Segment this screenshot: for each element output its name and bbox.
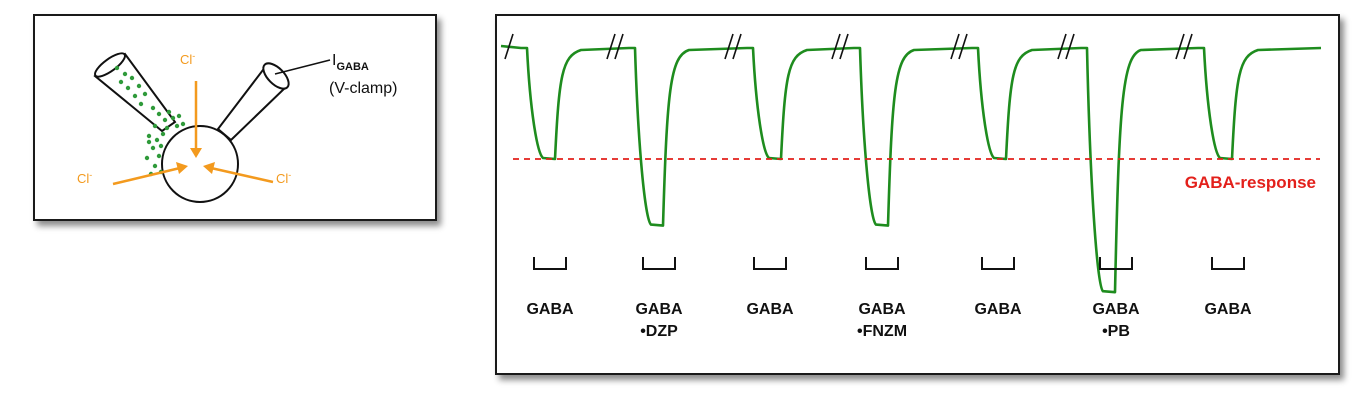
time-break-mark [504, 33, 514, 60]
cell-body [161, 125, 239, 203]
gaba-droplet [129, 75, 135, 81]
gaba-droplet [162, 117, 168, 123]
application-bracket [981, 257, 1015, 270]
application-bracket [642, 257, 676, 270]
application-label: GABA [974, 301, 1022, 318]
current-trace [500, 44, 1322, 294]
gaba-droplet [152, 123, 158, 129]
application-bracket [865, 257, 899, 270]
gaba-droplet [132, 93, 138, 99]
gaba-droplet [156, 153, 162, 159]
gaba-droplet [122, 71, 128, 77]
modulator-label: •DZP [640, 323, 678, 340]
gaba-droplet [180, 121, 186, 127]
gaba-droplet [154, 137, 160, 143]
application-label: GABA [858, 301, 906, 318]
application-markers: GABA GABA •DZP GABA GABA •FNZM GABA GABA •PB GABA [526, 257, 1252, 340]
gaba-response-label: GABA-response [1185, 173, 1316, 192]
time-break-mark [831, 33, 841, 60]
gaba-droplet [176, 113, 182, 119]
gaba-droplet [114, 65, 120, 71]
gaba-droplet [118, 79, 124, 85]
gaba-droplet [158, 143, 164, 149]
recording-pipette [216, 62, 290, 142]
gaba-droplet [166, 109, 172, 115]
time-break-mark [950, 33, 960, 60]
setup-panel: IGABA (V-clamp) Cl- Cl- Cl- [33, 14, 437, 221]
time-breaks [504, 33, 1193, 60]
gaba-droplet [146, 139, 152, 145]
gaba-droplet [146, 133, 152, 139]
application-bracket [753, 257, 787, 270]
gaba-droplet [125, 85, 131, 91]
chloride-label-top: Cl- [180, 51, 195, 67]
gaba-droplet [138, 101, 144, 107]
gaba-droplet [150, 145, 156, 151]
application-label: GABA [1092, 301, 1140, 318]
gaba-droplet [144, 155, 150, 161]
gaba-droplet [170, 115, 176, 121]
gaba-droplet [156, 111, 162, 117]
time-break-mark [1175, 33, 1185, 60]
time-break-mark [732, 33, 742, 60]
application-label: GABA [746, 301, 794, 318]
application-bracket [533, 257, 567, 270]
gaba-droplet [174, 123, 180, 129]
gaba-droplet [142, 91, 148, 97]
application-label: GABA [635, 301, 683, 318]
time-break-mark [614, 33, 624, 60]
application-bracket [1099, 257, 1133, 270]
application-label: GABA [526, 301, 574, 318]
trace-panel: GABA-response GABA GABA •DZP GABA GABA •FNZM G… [495, 14, 1340, 375]
time-break-mark [724, 33, 734, 60]
time-break-mark [839, 33, 849, 60]
gaba-droplet [136, 83, 142, 89]
modulator-label: •FNZM [857, 323, 907, 340]
chloride-label-left: Cl- [77, 170, 92, 186]
gaba-droplet [164, 125, 170, 131]
setup-diagram: IGABA (V-clamp) Cl- Cl- Cl- [77, 51, 397, 203]
clamp-label: (V-clamp) [329, 80, 397, 97]
chloride-arrows [112, 81, 274, 186]
gaba-droplet [152, 163, 158, 169]
time-break-mark [958, 33, 968, 60]
current-label: IGABA [332, 52, 369, 73]
time-break-mark [1065, 33, 1075, 60]
modulator-label: •PB [1102, 323, 1130, 340]
time-break-mark [1057, 33, 1067, 60]
current-leader-line [274, 59, 331, 75]
time-break-mark [1183, 33, 1193, 60]
time-break-mark [606, 33, 616, 60]
puffer-pipette [93, 52, 177, 133]
application-bracket [1211, 257, 1245, 270]
application-label: GABA [1204, 301, 1252, 318]
chloride-label-right: Cl- [276, 170, 291, 186]
gaba-droplet [150, 105, 156, 111]
gaba-droplet [160, 131, 166, 137]
